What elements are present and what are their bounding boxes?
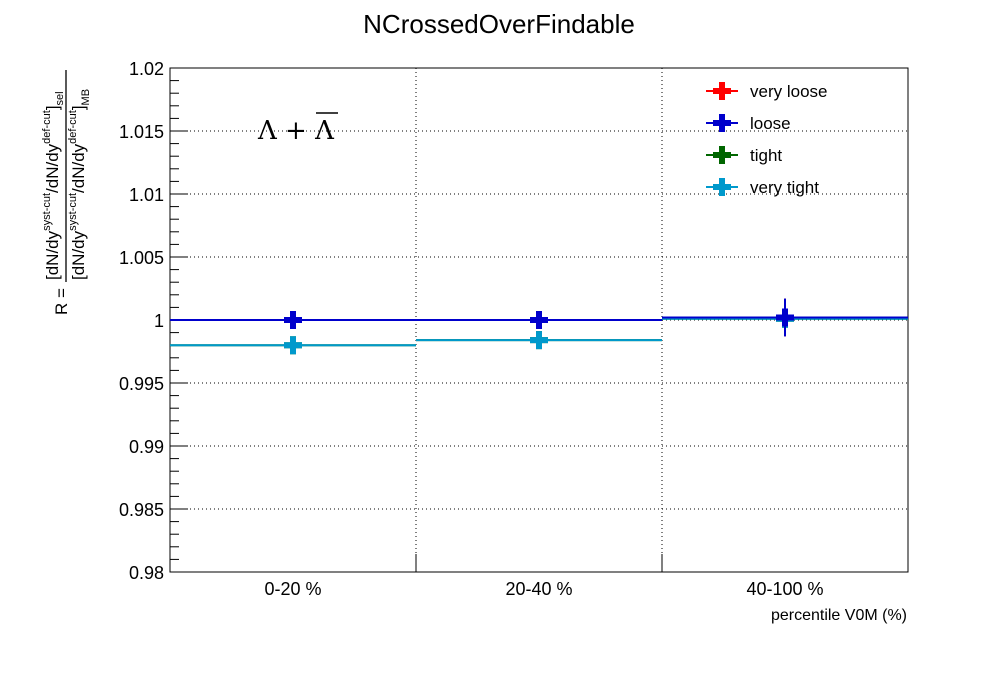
legend-entry-loose: loose: [706, 114, 791, 133]
legend-label: very tight: [750, 178, 819, 197]
data-point: [530, 311, 548, 329]
y-tick-label: 1.01: [129, 185, 164, 205]
y-tick-label: 0.985: [119, 500, 164, 520]
axes: 0.98 0.985 0.99 0.995 1 1.005 1.01 1.015 1.02 0-2…: [119, 59, 909, 599]
legend-marker: [713, 114, 731, 132]
data-point: [284, 311, 302, 329]
y-tick-label: 0.99: [129, 437, 164, 457]
legend-label: loose: [750, 114, 791, 133]
y-tick-label: 1.02: [129, 59, 164, 79]
annotation-text: Λ + Λ: [257, 116, 335, 146]
data-point: [284, 336, 302, 355]
legend-marker: [713, 178, 731, 196]
y-tick-label: 1.015: [119, 122, 164, 142]
data-point: [530, 331, 548, 350]
y-tick-label: 1.005: [119, 248, 164, 268]
legend-marker: [713, 146, 731, 164]
x-tick-label: 40-100 %: [746, 579, 823, 599]
y-tick-label: 0.995: [119, 374, 164, 394]
y-tick-label: 1: [154, 311, 164, 331]
legend-entry-very-tight: very tight: [706, 178, 819, 197]
x-tick-label: 20-40 %: [505, 579, 572, 599]
x-axis-label: percentile V0M (%): [771, 607, 907, 624]
y-tick-label: 0.98: [129, 563, 164, 583]
legend-marker: [713, 82, 731, 100]
legend-entry-very-loose: very loose: [706, 82, 827, 101]
chart-title: NCrossedOverFindable: [363, 9, 635, 39]
y-axis-label: R = [dN/dysyst-cut/dN/dydef-cut]sel [dN/…: [41, 70, 92, 315]
data-layer: [170, 298, 908, 355]
series-loose: [170, 298, 908, 337]
annotation: Λ + Λ: [257, 112, 338, 146]
y-label-denominator: [dN/dysyst-cut/dN/dydef-cut]MB: [67, 89, 92, 280]
legend-entry-tight: tight: [706, 146, 782, 165]
y-label-prefix: R =: [52, 288, 71, 315]
x-tick-label: 0-20 %: [264, 579, 321, 599]
y-label-numerator: [dN/dysyst-cut/dN/dydef-cut]sel: [41, 91, 66, 280]
legend-label: tight: [750, 146, 782, 165]
legend-label: very loose: [750, 82, 827, 101]
legend: very loose loose tight very tight: [706, 82, 827, 197]
data-point: [776, 308, 794, 327]
